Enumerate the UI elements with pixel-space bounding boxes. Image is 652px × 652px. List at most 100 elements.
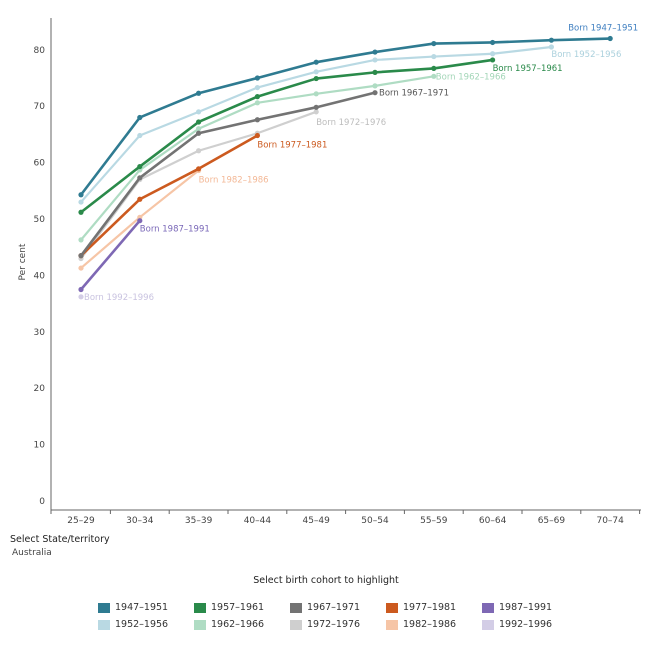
y-tick-label: 70 [34,102,46,112]
state-selector-value[interactable]: Australia [12,548,52,558]
data-point [372,90,378,96]
data-point [137,218,143,224]
y-tick-label: 40 [34,271,46,281]
x-tick-label: 35–39 [185,516,213,525]
legend-swatch [386,602,398,613]
data-point [372,83,378,89]
data-point [548,37,555,43]
data-point [431,40,437,47]
series-born-1977-1981[interactable] [78,132,260,259]
x-tick-label: 30–34 [126,516,154,525]
x-tick-label: 70–74 [596,516,624,525]
data-point [78,294,84,300]
x-tick-label: 50–54 [361,516,389,525]
data-point [313,109,319,115]
axes: 0 10 20 30 40 50 60 70 80 Per cent 25–29 30–34 35–39… [18,18,641,525]
series-label: Born 1947–1951 [568,24,638,34]
series-label: Born 1972–1976 [316,118,386,128]
cohort-legend: 1947–1951 1957–1961 1967–1971 1977–1981 … [98,601,578,631]
legend-swatch [290,619,302,630]
series-layer [78,35,613,300]
data-point [490,57,496,63]
legend-label: 1987–1991 [499,602,553,613]
data-point [313,91,319,97]
x-tick-label: 40–44 [244,516,272,525]
line-chart: 0 10 20 30 40 50 60 70 80 Per cent 25–29 30–34 35–39… [18,18,641,525]
data-point [372,57,378,63]
x-tick-label: 25–29 [67,516,95,525]
series-line [80,134,259,257]
data-point [196,90,202,96]
data-point [254,132,260,139]
series-label: Born 1957–1961 [493,64,563,74]
data-point [196,119,202,125]
legend-label: 1957–1961 [211,602,265,613]
series-labels: Born 1992–1996 Born 1982–1986 Born 1972–19… [84,24,638,303]
y-tick-label: 60 [34,159,46,169]
legend-item-1977-1981[interactable]: 1977–1981 [386,601,482,614]
series-label: Born 1967–1971 [379,89,449,99]
legend-item-1947-1951[interactable]: 1947–1951 [98,601,194,614]
data-point [548,44,555,50]
data-point [254,75,260,81]
legend-item-1957-1961[interactable]: 1957–1961 [194,601,290,614]
legend-item-1972-1976[interactable]: 1972–1976 [290,618,386,631]
data-point [196,109,202,115]
y-tick-label: 10 [34,441,46,451]
series-born-1962-1966[interactable] [78,73,437,243]
data-point [607,35,613,42]
series-born-1957-1961[interactable] [78,57,496,215]
data-point [313,75,319,82]
data-point [78,199,84,205]
series-born-1947-1951[interactable] [78,35,613,198]
legend-swatch [290,602,302,613]
y-tick-label: 20 [34,384,46,394]
series-label: Born 1992–1996 [84,293,154,303]
series-label: Born 1952–1956 [551,50,621,60]
legend-label: 1962–1966 [211,619,265,630]
state-selector-title: Select State/territory [10,534,110,545]
legend-label: 1977–1981 [403,602,457,613]
legend-swatch [482,619,494,630]
legend-swatch [194,602,206,613]
data-point [137,114,143,121]
legend-swatch [386,619,398,630]
legend-swatch [482,602,494,613]
y-tick-label: 80 [34,46,46,56]
data-point [431,53,437,60]
data-point [78,265,84,271]
series-line [79,91,376,257]
data-point [254,100,260,106]
data-point [137,175,143,181]
legend-item-1987-1991[interactable]: 1987–1991 [482,601,578,614]
series-born-1952-1956[interactable] [78,44,555,205]
data-point [372,69,378,75]
y-tick-label: 50 [34,215,46,225]
series-line [80,58,493,214]
series-line [79,37,611,196]
legend-item-1962-1966[interactable]: 1962–1966 [194,618,290,631]
data-point [372,49,378,55]
legend-label: 1952–1956 [115,619,169,630]
legend-label: 1967–1971 [307,602,361,613]
legend-item-1952-1956[interactable]: 1952–1956 [98,618,194,631]
legend-item-1992-1996[interactable]: 1992–1996 [482,618,578,631]
series-label: Born 1977–1981 [257,141,327,151]
legend-item-1967-1971[interactable]: 1967–1971 [290,601,386,614]
series-born-1987-1991[interactable] [78,218,143,293]
legend-label: 1982–1986 [403,619,457,630]
data-point [313,69,319,75]
series-born-1992-1996[interactable] [78,294,84,300]
data-point [78,286,84,293]
series-born-1967-1971[interactable] [78,90,378,259]
y-axis-title: Per cent [18,243,28,280]
data-point [254,94,260,100]
data-point [137,132,143,139]
legend-swatch [98,602,110,613]
x-tick-label: 45–49 [302,516,330,525]
y-tick-label: 0 [39,497,45,507]
series-label: Born 1987–1991 [140,225,210,235]
legend-item-1982-1986[interactable]: 1982–1986 [386,618,482,631]
data-point [254,117,260,123]
series-label: Born 1982–1986 [199,175,269,185]
